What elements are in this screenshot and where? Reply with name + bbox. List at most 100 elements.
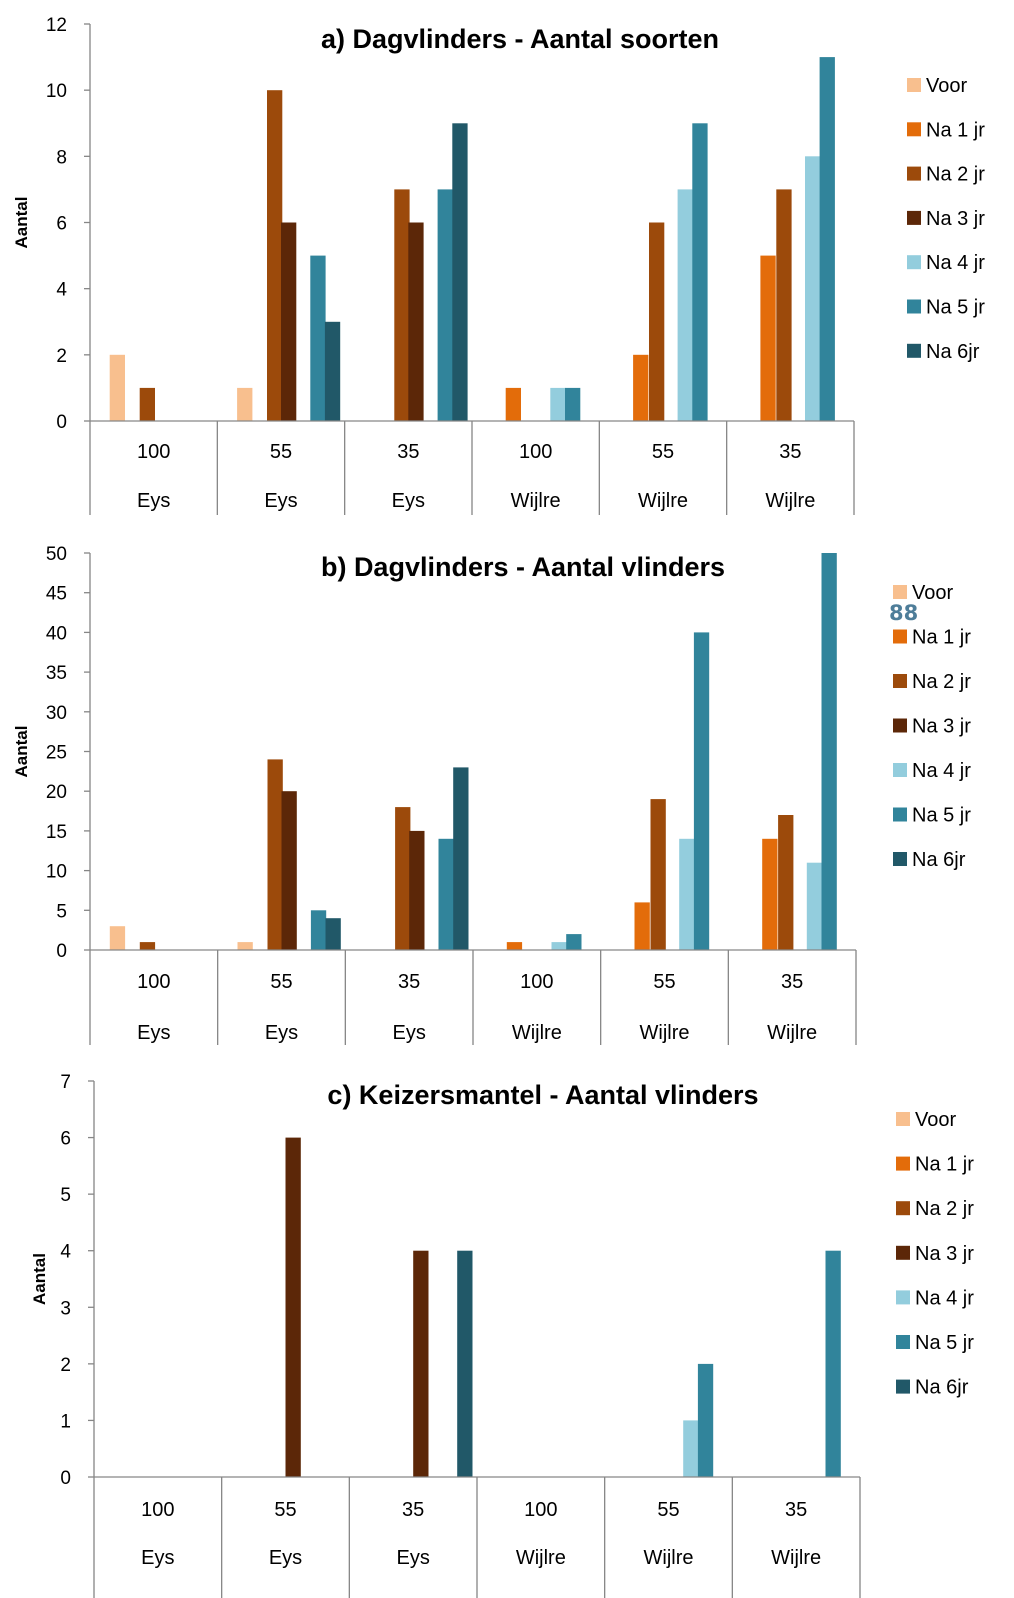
chart-2-legend-swatch — [893, 674, 907, 688]
chart-1-bar-na-1-jr-5 — [633, 354, 649, 421]
chart-2-y-tick-label: 0 — [56, 941, 67, 962]
chart-2-x-tick-label: 100 — [520, 971, 553, 993]
chart-3-legend-label: Na 4 jr — [915, 1287, 974, 1309]
chart-3-x-tick-label: 35 — [785, 1499, 807, 1521]
chart-3-group-label: Eys — [396, 1547, 429, 1569]
chart-1-legend-label: Voor — [926, 75, 967, 97]
chart-3-group-label: Eys — [269, 1547, 302, 1569]
chart-2-bar-voor-1 — [109, 926, 126, 950]
chart-2-x-tick-label: 55 — [270, 971, 292, 993]
chart-1-bar-na-3-jr-2 — [281, 222, 297, 421]
chart-2-x-tick-label: 35 — [398, 971, 420, 993]
chart-1-y-tick-label: 8 — [56, 147, 67, 168]
chart-1-legend-swatch — [907, 78, 921, 92]
chart-2-bar-na-4-jr-5 — [679, 838, 695, 950]
chart-1-y-axis-label: Aantal — [12, 197, 31, 249]
chart-2-bar-na-3-jr-2 — [281, 791, 297, 950]
chart-2-bar-na-5-jr-6 — [821, 553, 837, 950]
chart-1-y-tick-label: 2 — [56, 346, 67, 367]
chart-2-y-tick-label: 35 — [46, 663, 67, 684]
chart-1-bar-voor-2 — [237, 387, 253, 421]
chart-1-group-label: Eys — [264, 490, 297, 512]
chart-3-bar-na-3-jr-3 — [413, 1250, 429, 1477]
chart-2-bar-na-5-jr-2 — [310, 910, 327, 950]
chart-3-group-label: Wijlre — [644, 1547, 694, 1569]
chart-1-x-tick-label: 35 — [779, 441, 801, 463]
chart-2-bar-na-5-jr-5 — [693, 632, 710, 950]
chart-1-y-tick-label: 10 — [46, 81, 67, 102]
chart-1-group-label: Eys — [392, 490, 425, 512]
chart-2-bar-na-5-jr-3 — [438, 838, 454, 950]
chart-3-y-tick-label: 5 — [60, 1185, 71, 1206]
chart-2-bar-na-2-jr-6 — [778, 815, 794, 950]
chart-2-bar-na-2-jr-3 — [395, 807, 411, 950]
chart-2-legend-swatch — [893, 718, 907, 733]
chart-2-bar-na-1-jr-6 — [762, 838, 778, 950]
chart-3-y-tick-label: 1 — [60, 1411, 71, 1432]
chart-1-bar-na-1-jr-4 — [505, 387, 521, 421]
chart-3-y-tick-label: 2 — [60, 1355, 71, 1376]
chart-2-x-tick-label: 55 — [653, 971, 675, 993]
chart-1-group-label: Wijlre — [511, 490, 561, 512]
chart-1-group-label: Eys — [137, 490, 170, 512]
chart-1-bar-na-5-jr-5 — [692, 123, 708, 422]
chart-2-bar-na-3-jr-3 — [409, 830, 425, 950]
chart-1-bar-na-5-jr-4 — [565, 387, 581, 421]
chart-2-legend-label: Na 3 jr — [912, 716, 971, 738]
chart-1-legend-label: Na 1 jr — [926, 119, 985, 141]
chart-2-bar-na-1-jr-5 — [634, 902, 650, 950]
chart-2-legend-label: Na 6jr — [912, 849, 966, 871]
chart-3-legend-swatch — [896, 1156, 910, 1171]
chart-3-legend-swatch — [896, 1290, 910, 1305]
chart-2-y-tick-label: 25 — [46, 743, 67, 764]
chart-3-legend-swatch — [896, 1335, 910, 1349]
chart-3-legend-label: Na 3 jr — [915, 1243, 974, 1265]
chart-1-y-tick-label: 0 — [56, 412, 67, 433]
chart-1-bar-na-2-jr-2 — [267, 90, 283, 421]
chart-1-group-label: Wijlre — [765, 490, 815, 512]
chart-2-bar-na-5-jr-4 — [566, 934, 582, 950]
chart-1-legend-swatch — [907, 343, 921, 358]
chart-1-legend-swatch — [907, 255, 921, 270]
chart-3-legend-swatch — [896, 1245, 910, 1260]
chart-1-legend-swatch — [907, 166, 921, 181]
chart-2-legend-swatch — [893, 629, 907, 644]
chart-2-legend-swatch — [893, 763, 907, 777]
chart-2-group-label: Wijlre — [640, 1022, 690, 1044]
chart-2-y-tick-label: 10 — [46, 862, 67, 883]
chart-1-legend-label: Na 4 jr — [926, 252, 985, 274]
chart-3-bar-na-3-jr-2 — [285, 1137, 301, 1477]
chart-2-legend-swatch — [893, 807, 907, 822]
chart-3-y-tick-label: 4 — [60, 1242, 71, 1263]
chart-2-y-axis-label: Aantal — [12, 726, 31, 778]
chart-3-legend-label: Voor — [915, 1109, 956, 1131]
chart-3-legend-swatch — [896, 1112, 910, 1126]
chart-1-bar-na-6jr-3 — [452, 123, 468, 422]
chart-3-legend-label: Na 6jr — [915, 1377, 969, 1399]
chart-1-y-tick-label: 12 — [46, 15, 67, 36]
chart-3-bar-na-4-jr-5 — [683, 1420, 699, 1477]
chart-1-legend-swatch — [907, 210, 921, 225]
chart-1-y-tick-label: 6 — [56, 214, 67, 235]
chart-2-legend-label: Voor — [912, 582, 953, 604]
chart-1-bar-na-4-jr-5 — [677, 189, 693, 421]
chart-3-x-tick-label: 100 — [524, 1499, 557, 1521]
chart-2-bar-na-2-jr-1 — [139, 942, 156, 950]
chart-2-y-tick-label: 40 — [46, 623, 67, 644]
chart-3-x-tick-label: 55 — [274, 1499, 296, 1521]
chart-3-group-label: Eys — [141, 1547, 174, 1569]
chart-3-x-tick-label: 100 — [141, 1499, 174, 1521]
chart-2-bar-na-6jr-3 — [453, 767, 469, 950]
chart-1-group-label: Wijlre — [638, 490, 688, 512]
chart-1-bar-na-2-jr-3 — [394, 189, 410, 421]
chart-1-legend-swatch — [907, 299, 921, 314]
chart-3-group-label: Wijlre — [516, 1547, 566, 1569]
chart-1-title: a) Dagvlinders - Aantal soorten — [321, 24, 719, 54]
chart-1-bar-na-4-jr-4 — [550, 387, 566, 421]
chart-1-bar-na-2-jr-1 — [139, 387, 155, 421]
chart-3-title: c) Keizersmantel - Aantal vlinders — [327, 1080, 758, 1110]
chart-2-bar-voor-2 — [237, 942, 253, 950]
chart-2-x-tick-label: 35 — [781, 971, 803, 993]
chart-1-legend-label: Na 5 jr — [926, 297, 985, 319]
